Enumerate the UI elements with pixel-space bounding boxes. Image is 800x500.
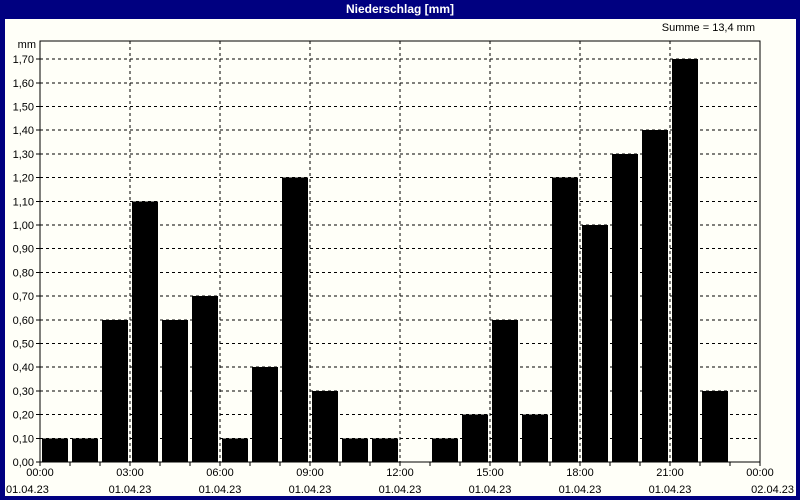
bar [702,390,728,462]
chart-area: Summe = 13,4 mm mm 0,00 0,10 0,20 0,30 0,40 0,… [5,19,796,496]
bar [582,225,608,462]
x-time-label: 15:00 [476,467,504,479]
x-date-label: 01.04.23 [559,484,602,496]
precipitation-bar-chart: mm 0,00 0,10 0,20 0,30 0,40 0,50 0,60 0,70 0,80 0,… [6,39,794,496]
x-date-label: 01.04.23 [469,484,512,496]
x-time-label: 18:00 [566,467,594,479]
x-time-label: 21:00 [656,467,684,479]
x-date-label: 01.04.23 [379,484,422,496]
y-tick-label: 1,30 [13,149,34,161]
bar [312,390,338,462]
bar [432,438,458,462]
x-time-label: 09:00 [296,467,324,479]
bar [672,59,698,462]
y-tick-label: 1,20 [13,173,34,185]
x-time-label: 00:00 [26,467,54,479]
bar [342,438,368,462]
bar [612,153,638,462]
x-time-label: 12:00 [386,467,414,479]
y-tick-label: 1,40 [13,125,34,137]
y-tick-label: 0,00 [13,457,34,469]
y-tick-label: 0,30 [13,386,34,398]
bar [462,414,488,462]
x-date-label: 01.04.23 [109,484,152,496]
bar [522,414,548,462]
x-date-label: 01.04.23 [6,484,49,496]
y-tick-label: 0,70 [13,291,34,303]
bar [282,177,308,462]
bar [552,177,578,462]
x-date-label: 01.04.23 [199,484,242,496]
y-tick-label: 0,40 [13,362,34,374]
bar [642,130,668,462]
y-tick-label: 0,20 [13,410,34,422]
bar [72,438,98,462]
bar [42,438,68,462]
bar [222,438,248,462]
y-tick-label: 0,50 [13,339,34,351]
bar [162,319,188,462]
y-tick-label: 0,60 [13,315,34,327]
bar [132,201,158,463]
x-date-label: 01.04.23 [649,484,692,496]
title-bar[interactable]: Niederschlag [mm] [0,0,800,19]
y-tick-label: 1,00 [13,220,34,232]
sum-label: Summe = 13,4 mm [661,22,755,34]
y-tick-label: 0,90 [13,244,34,256]
bar [372,438,398,462]
window-title: Niederschlag [mm] [345,2,455,16]
y-tick-label: 1,10 [13,196,34,208]
x-time-label: 06:00 [206,467,234,479]
x-time-label: 03:00 [116,467,144,479]
y-tick-label: 1,70 [13,54,34,66]
x-time-label: 00:00 [746,467,774,479]
bar [102,319,128,462]
bar [252,367,278,462]
x-date-label: 02.04.23 [751,484,794,496]
y-tick-label: 0,80 [13,267,34,279]
y-tick-label: 0,10 [13,433,34,445]
bar [192,296,218,462]
y-unit-label: mm [18,39,36,51]
bar [492,319,518,462]
x-date-label: 01.04.23 [289,484,332,496]
y-tick-label: 1,50 [13,102,34,114]
y-tick-label: 1,60 [13,78,34,90]
